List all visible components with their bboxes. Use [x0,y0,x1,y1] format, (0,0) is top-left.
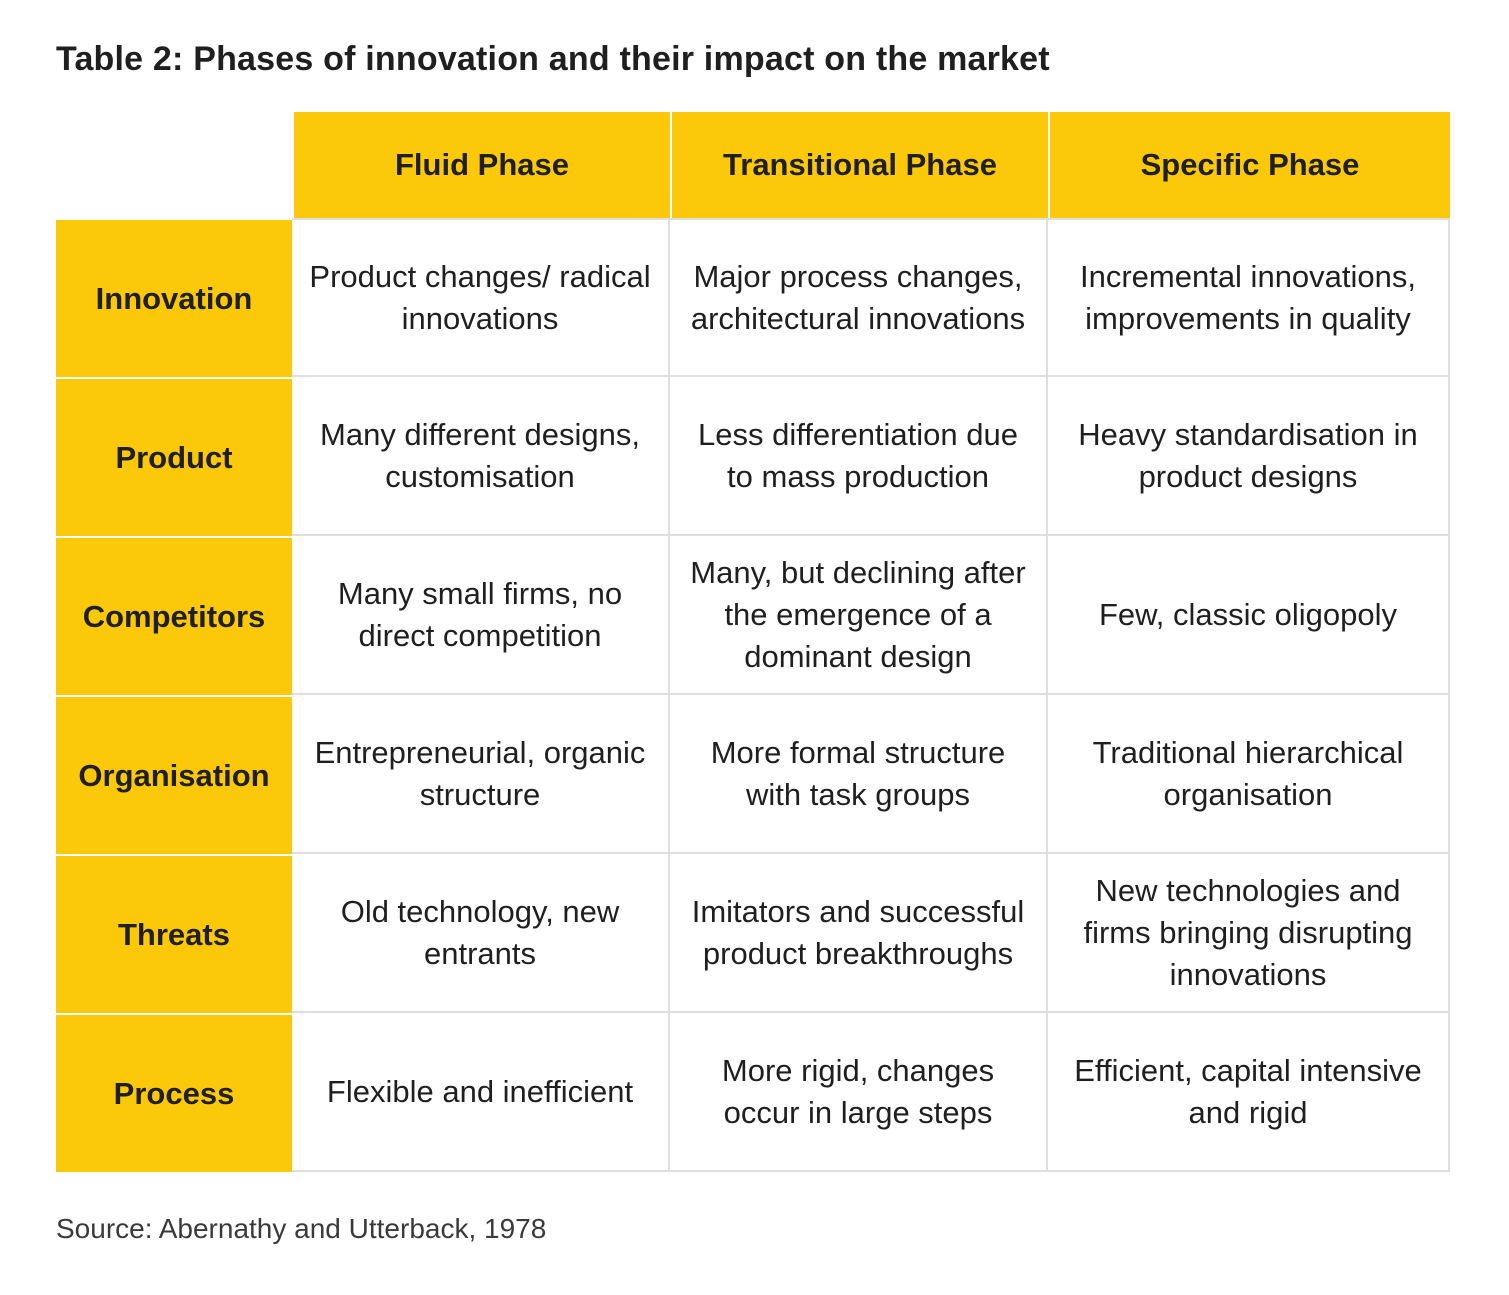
table-cell: Less differentiation due to mass product… [670,377,1048,536]
column-header-specific-phase: Specific Phase [1048,112,1450,218]
column-header-transitional-phase: Transitional Phase [670,112,1048,218]
table-cell: Many different designs, customisation [292,377,670,536]
table-cell: Imitators and successful product breakth… [670,854,1048,1013]
row-header-product: Product [56,377,292,536]
row-header-innovation: Innovation [56,218,292,377]
row-header-competitors: Competitors [56,536,292,695]
table-cell: Few, classic oligopoly [1048,536,1450,695]
source-note: Source: Abernathy and Utterback, 1978 [56,1213,547,1244]
table-cell: Incremental innovations, improvements in… [1048,218,1450,377]
table-cell: Heavy standardisation in product designs [1048,377,1450,536]
table-cell: Old technology, new entrants [292,854,670,1013]
table-cell: Traditional hierarchical organisation [1048,695,1450,854]
row-header-organisation: Organisation [56,695,292,854]
table-cell: Many small firms, no direct competition [292,536,670,695]
table-cell: Entrepreneurial, organic structure [292,695,670,854]
table-corner [56,112,292,218]
table-cell: Many, but declining after the emergence … [670,536,1048,695]
row-header-process: Process [56,1013,292,1172]
table-cell: Product changes/ radical innovations [292,218,670,377]
table-cell: More rigid, changes occur in large steps [670,1013,1048,1172]
table-cell: Flexible and inefficient [292,1013,670,1172]
row-header-threats: Threats [56,854,292,1013]
table-cell: More formal structure with task groups [670,695,1048,854]
column-header-fluid-phase: Fluid Phase [292,112,670,218]
table-cell: Efficient, capital intensive and rigid [1048,1013,1450,1172]
table-title: Table 2: Phases of innovation and their … [56,40,1050,78]
phases-table: Fluid Phase Transitional Phase Specific … [56,112,1450,1172]
table-cell: New technologies and firms bringing disr… [1048,854,1450,1013]
table-cell: Major process changes, architectural inn… [670,218,1048,377]
